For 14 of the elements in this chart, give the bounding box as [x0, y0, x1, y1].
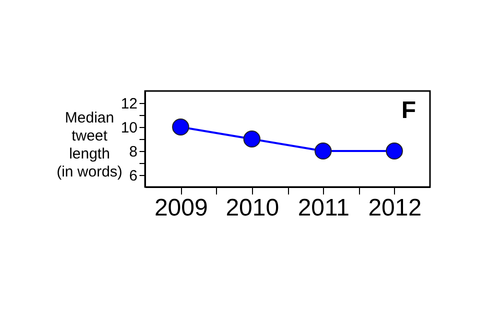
point [243, 130, 260, 148]
point [386, 142, 403, 160]
annotation: F [401, 97, 416, 124]
x-tick-label: 2009 [154, 194, 208, 222]
y-axis-title: Median tweet length (in words) [56, 110, 122, 180]
y-tick-label: 10 [120, 120, 138, 136]
x-tick-label: 2012 [368, 194, 422, 222]
point [172, 118, 190, 136]
x-tick-label: 2011 [298, 194, 350, 222]
point [314, 142, 332, 160]
x-tick-label: 2010 [226, 194, 280, 222]
y-tick-label: 6 [129, 168, 138, 184]
y-tick-label: 12 [120, 96, 138, 112]
y-tick-label: 8 [129, 144, 138, 160]
